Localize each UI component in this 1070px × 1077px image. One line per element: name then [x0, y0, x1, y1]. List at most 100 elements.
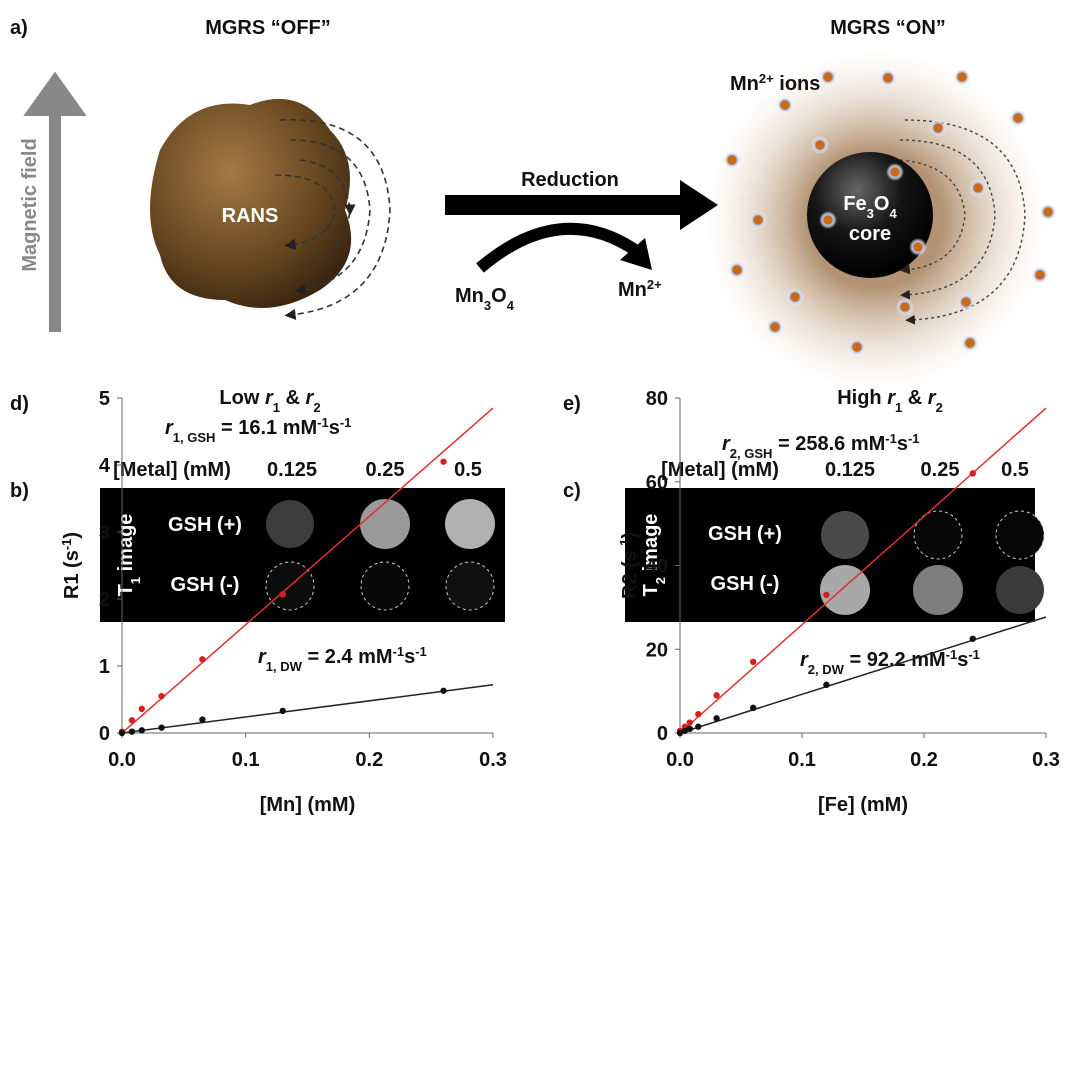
t: ) [61, 532, 83, 539]
y-tick-label: 4 [99, 455, 111, 477]
ion [969, 179, 987, 197]
ion [1031, 266, 1049, 284]
concentration: 0.5 [1001, 459, 1029, 481]
point [970, 470, 976, 476]
fit-line [680, 617, 1046, 733]
sample [913, 565, 963, 615]
concentration: 0.125 [825, 459, 875, 481]
t: -1 [415, 644, 427, 659]
panel-label: a) [10, 17, 28, 39]
concentration: 0.25 [921, 459, 960, 481]
sample [361, 562, 409, 610]
t: Fe [843, 193, 866, 215]
t: s [957, 649, 968, 671]
panel-label: e) [563, 393, 581, 415]
y-tick-label: 40 [646, 556, 668, 578]
sample [266, 500, 314, 548]
point [823, 592, 829, 598]
t: R2 (s [619, 550, 641, 599]
y-tick-label: 5 [99, 388, 110, 410]
header: [Metal] (mM) [113, 459, 231, 481]
y-tick-label: 2 [99, 589, 110, 611]
field-arrow [35, 82, 75, 332]
point [440, 458, 446, 464]
reactant: Mn3O4 [455, 285, 515, 313]
point [129, 728, 135, 734]
t: -1 [968, 647, 980, 662]
t: Mn [730, 73, 759, 95]
fit-line [122, 685, 493, 733]
t: s [329, 417, 340, 439]
point [713, 692, 719, 698]
ion [819, 211, 837, 229]
ion [749, 211, 767, 229]
sample [445, 499, 495, 549]
x-tick-label: 0.0 [108, 749, 136, 771]
rans-particle [150, 99, 351, 308]
reaction-label: Reduction [521, 169, 619, 191]
y-tick-label: 60 [646, 472, 668, 494]
point [713, 715, 719, 721]
point [199, 716, 205, 722]
panel-label: d) [10, 393, 29, 415]
ion [961, 334, 979, 352]
t: -1 [885, 431, 897, 446]
x-tick-label: 0.1 [232, 749, 260, 771]
t: O [874, 193, 890, 215]
annotation: r1, DW = 2.4 mM-1s-1 [258, 644, 427, 674]
t: s [404, 646, 415, 668]
row-label: GSH (-) [171, 574, 240, 596]
field-label: Magnetic field [19, 138, 41, 271]
point [139, 727, 145, 733]
particle-label: RANS [222, 205, 279, 227]
row-label: GSH (+) [708, 523, 782, 545]
ions-label: Mn2+ ions [730, 71, 820, 96]
point [280, 708, 286, 714]
y-tick-label: 80 [646, 388, 668, 410]
y-axis-title: R1 (s-1) [59, 532, 84, 599]
y-tick-label: 0 [99, 723, 110, 745]
t: 2 [653, 577, 668, 584]
ion [957, 293, 975, 311]
point [687, 726, 693, 732]
ion [848, 338, 866, 356]
concentration: 0.25 [366, 459, 405, 481]
t: = 92.2 mM [844, 649, 946, 671]
sample [996, 566, 1044, 614]
figure: a) MGRS “OFF” MGRS “ON” Magnetic field R… [0, 0, 1070, 1077]
t: 2+ [759, 71, 774, 86]
ion [1009, 109, 1027, 127]
ion [896, 298, 914, 316]
point [823, 682, 829, 688]
ion [819, 68, 837, 86]
t: 1, DW [266, 659, 303, 674]
y-tick-label: 20 [646, 639, 668, 661]
t: High [837, 387, 887, 409]
point [750, 659, 756, 665]
t: image [115, 514, 137, 577]
t: Low [219, 387, 265, 409]
ion [811, 136, 829, 154]
t: 1 [895, 400, 902, 415]
t: O [491, 285, 507, 307]
point [158, 724, 164, 730]
sample [446, 562, 494, 610]
t: -1 [59, 539, 74, 551]
x-tick-label: 0.0 [666, 749, 694, 771]
annotation: r2, GSH = 258.6 mM-1s-1 [722, 431, 920, 461]
t: 3 [867, 206, 874, 221]
t: -1 [340, 415, 352, 430]
ion [909, 238, 927, 256]
x-tick-label: 0.2 [355, 749, 383, 771]
t: Mn [455, 285, 484, 307]
t: & [280, 387, 306, 409]
header: [Metal] (mM) [661, 459, 779, 481]
sample [996, 511, 1044, 559]
off-title: MGRS “OFF” [205, 17, 331, 39]
t: 1, GSH [173, 430, 216, 445]
point [440, 688, 446, 694]
t: -1 [393, 644, 405, 659]
t: 2, DW [808, 662, 845, 677]
point [695, 724, 701, 730]
t: s [897, 433, 908, 455]
